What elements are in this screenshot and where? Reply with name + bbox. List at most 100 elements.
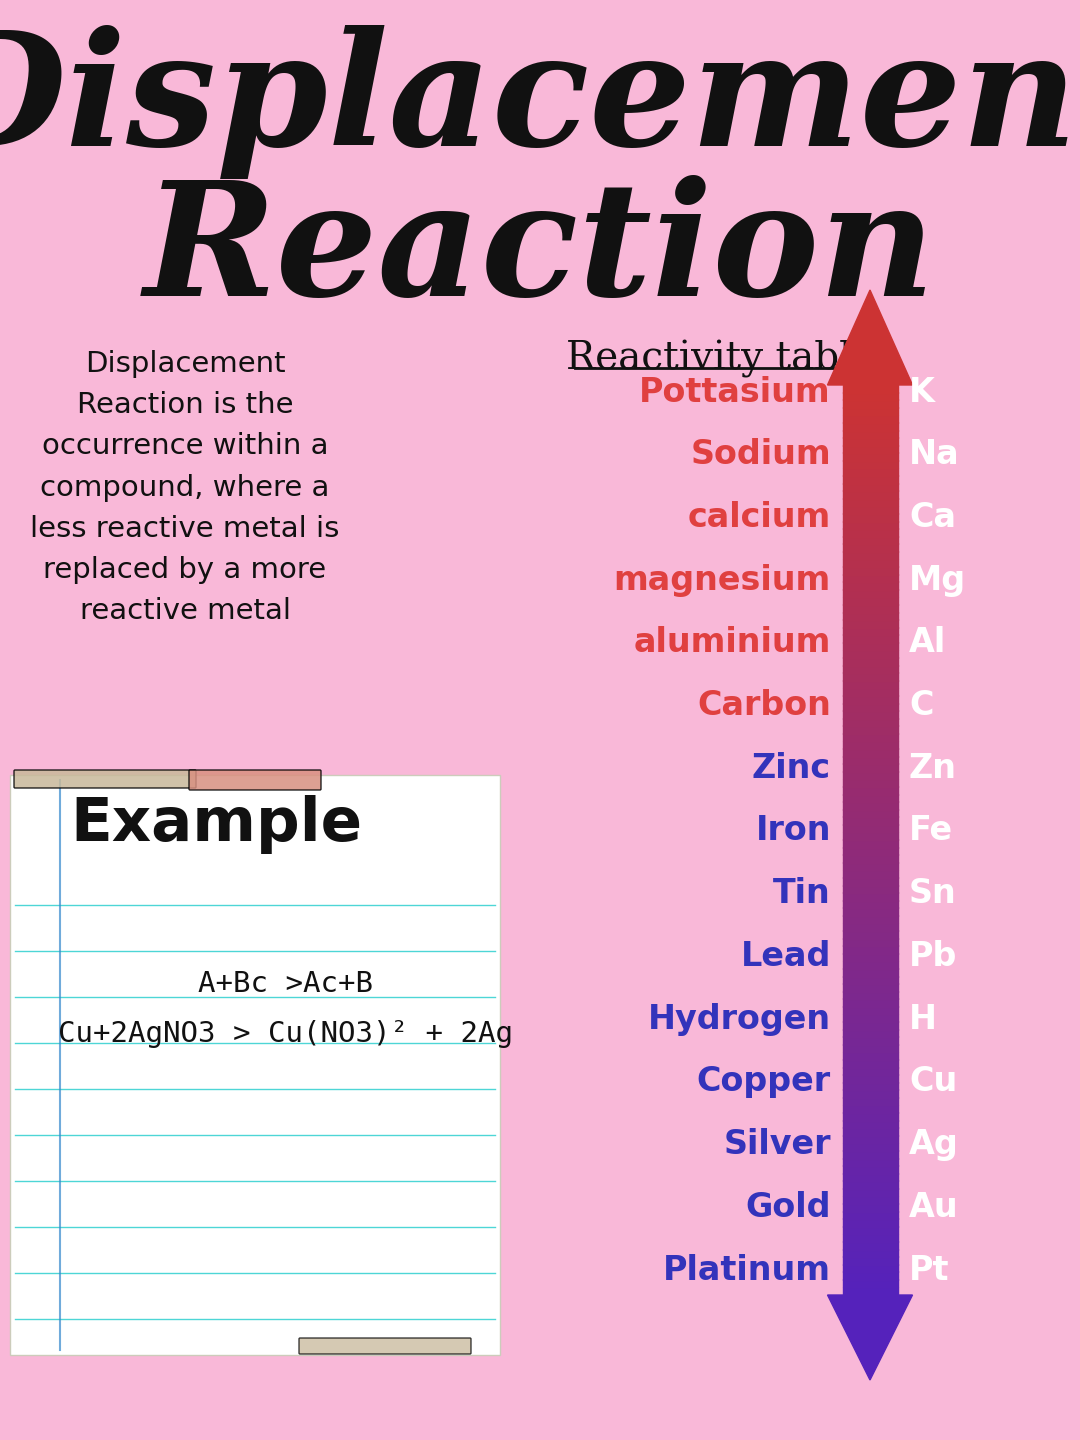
Bar xyxy=(842,1204,897,1211)
Bar xyxy=(842,384,897,393)
Bar xyxy=(842,1120,897,1128)
Text: Au: Au xyxy=(909,1191,959,1224)
Bar xyxy=(842,452,897,461)
Bar xyxy=(842,914,897,923)
Text: Displacement: Displacement xyxy=(0,24,1080,179)
Bar xyxy=(842,726,897,734)
Text: Pt: Pt xyxy=(909,1253,949,1286)
Bar xyxy=(842,816,897,825)
Bar xyxy=(842,573,897,582)
Bar xyxy=(842,1248,897,1257)
Bar xyxy=(842,1142,897,1151)
Bar xyxy=(842,612,897,621)
Bar xyxy=(842,893,897,900)
Bar xyxy=(842,1037,897,1045)
Bar xyxy=(842,1172,897,1181)
Text: Copper: Copper xyxy=(697,1066,831,1099)
Bar xyxy=(842,1264,897,1273)
Text: Carbon: Carbon xyxy=(697,690,831,721)
Bar xyxy=(842,1074,897,1083)
Bar xyxy=(842,779,897,786)
Bar xyxy=(842,475,897,484)
Bar xyxy=(842,559,897,567)
Bar xyxy=(842,870,897,878)
Bar xyxy=(842,665,897,672)
Bar xyxy=(842,1112,897,1120)
Bar xyxy=(842,1218,897,1227)
Bar xyxy=(842,960,897,969)
Bar xyxy=(842,619,897,628)
Bar xyxy=(842,763,897,772)
Bar xyxy=(842,1211,897,1220)
Text: Example: Example xyxy=(70,795,362,854)
Bar xyxy=(842,1195,897,1204)
Bar xyxy=(842,1090,897,1097)
Text: Zn: Zn xyxy=(909,752,957,785)
Bar xyxy=(842,498,897,507)
FancyBboxPatch shape xyxy=(189,770,321,791)
Text: Al: Al xyxy=(909,626,946,660)
Text: Pottasium: Pottasium xyxy=(639,376,831,409)
Bar xyxy=(842,968,897,976)
Bar xyxy=(842,809,897,818)
Bar xyxy=(842,459,897,468)
Bar xyxy=(842,589,897,598)
Bar xyxy=(842,536,897,544)
Bar xyxy=(842,1256,897,1264)
Bar xyxy=(842,1081,897,1090)
Text: Lead: Lead xyxy=(741,940,831,973)
Bar xyxy=(842,907,897,916)
Bar xyxy=(842,1234,897,1241)
Bar xyxy=(842,635,897,642)
Bar xyxy=(842,793,897,802)
Text: Platinum: Platinum xyxy=(663,1253,831,1286)
Bar xyxy=(842,696,897,704)
Bar xyxy=(842,1021,897,1030)
Bar xyxy=(842,1058,897,1067)
Text: Pb: Pb xyxy=(909,940,957,973)
Text: Na: Na xyxy=(909,438,960,471)
Bar xyxy=(842,998,897,1007)
Text: Ag: Ag xyxy=(909,1128,959,1161)
Bar xyxy=(842,824,897,832)
Bar xyxy=(842,1128,897,1136)
Bar xyxy=(842,672,897,681)
Bar xyxy=(842,840,897,848)
Text: Mg: Mg xyxy=(909,563,967,596)
Bar xyxy=(842,923,897,932)
Bar xyxy=(842,1067,897,1076)
Bar xyxy=(842,649,897,658)
Bar xyxy=(842,946,897,953)
Text: Silver: Silver xyxy=(724,1128,831,1161)
Bar xyxy=(842,680,897,688)
Bar xyxy=(842,513,897,521)
Bar xyxy=(842,521,897,528)
Bar xyxy=(842,1014,897,1022)
Bar xyxy=(842,1286,897,1295)
Bar xyxy=(842,1158,897,1166)
Bar xyxy=(842,1151,897,1159)
Bar xyxy=(842,415,897,423)
Bar xyxy=(842,626,897,635)
Text: C: C xyxy=(909,690,933,721)
Bar xyxy=(842,1225,897,1234)
Bar xyxy=(842,1028,897,1037)
Bar xyxy=(842,756,897,765)
Text: Cu: Cu xyxy=(909,1066,957,1099)
Text: Reaction: Reaction xyxy=(144,176,936,328)
Bar xyxy=(842,543,897,552)
Text: A+Bc >Ac+B: A+Bc >Ac+B xyxy=(198,971,373,998)
Bar xyxy=(842,1044,897,1053)
Bar xyxy=(842,1181,897,1189)
Bar xyxy=(842,596,897,605)
Bar xyxy=(842,687,897,696)
Polygon shape xyxy=(827,289,913,384)
Bar xyxy=(842,884,897,893)
Text: aluminium: aluminium xyxy=(634,626,831,660)
Bar xyxy=(842,930,897,939)
Text: magnesium: magnesium xyxy=(613,563,831,596)
Bar xyxy=(842,528,897,537)
Bar xyxy=(842,984,897,992)
Bar xyxy=(842,552,897,559)
Bar xyxy=(842,847,897,855)
